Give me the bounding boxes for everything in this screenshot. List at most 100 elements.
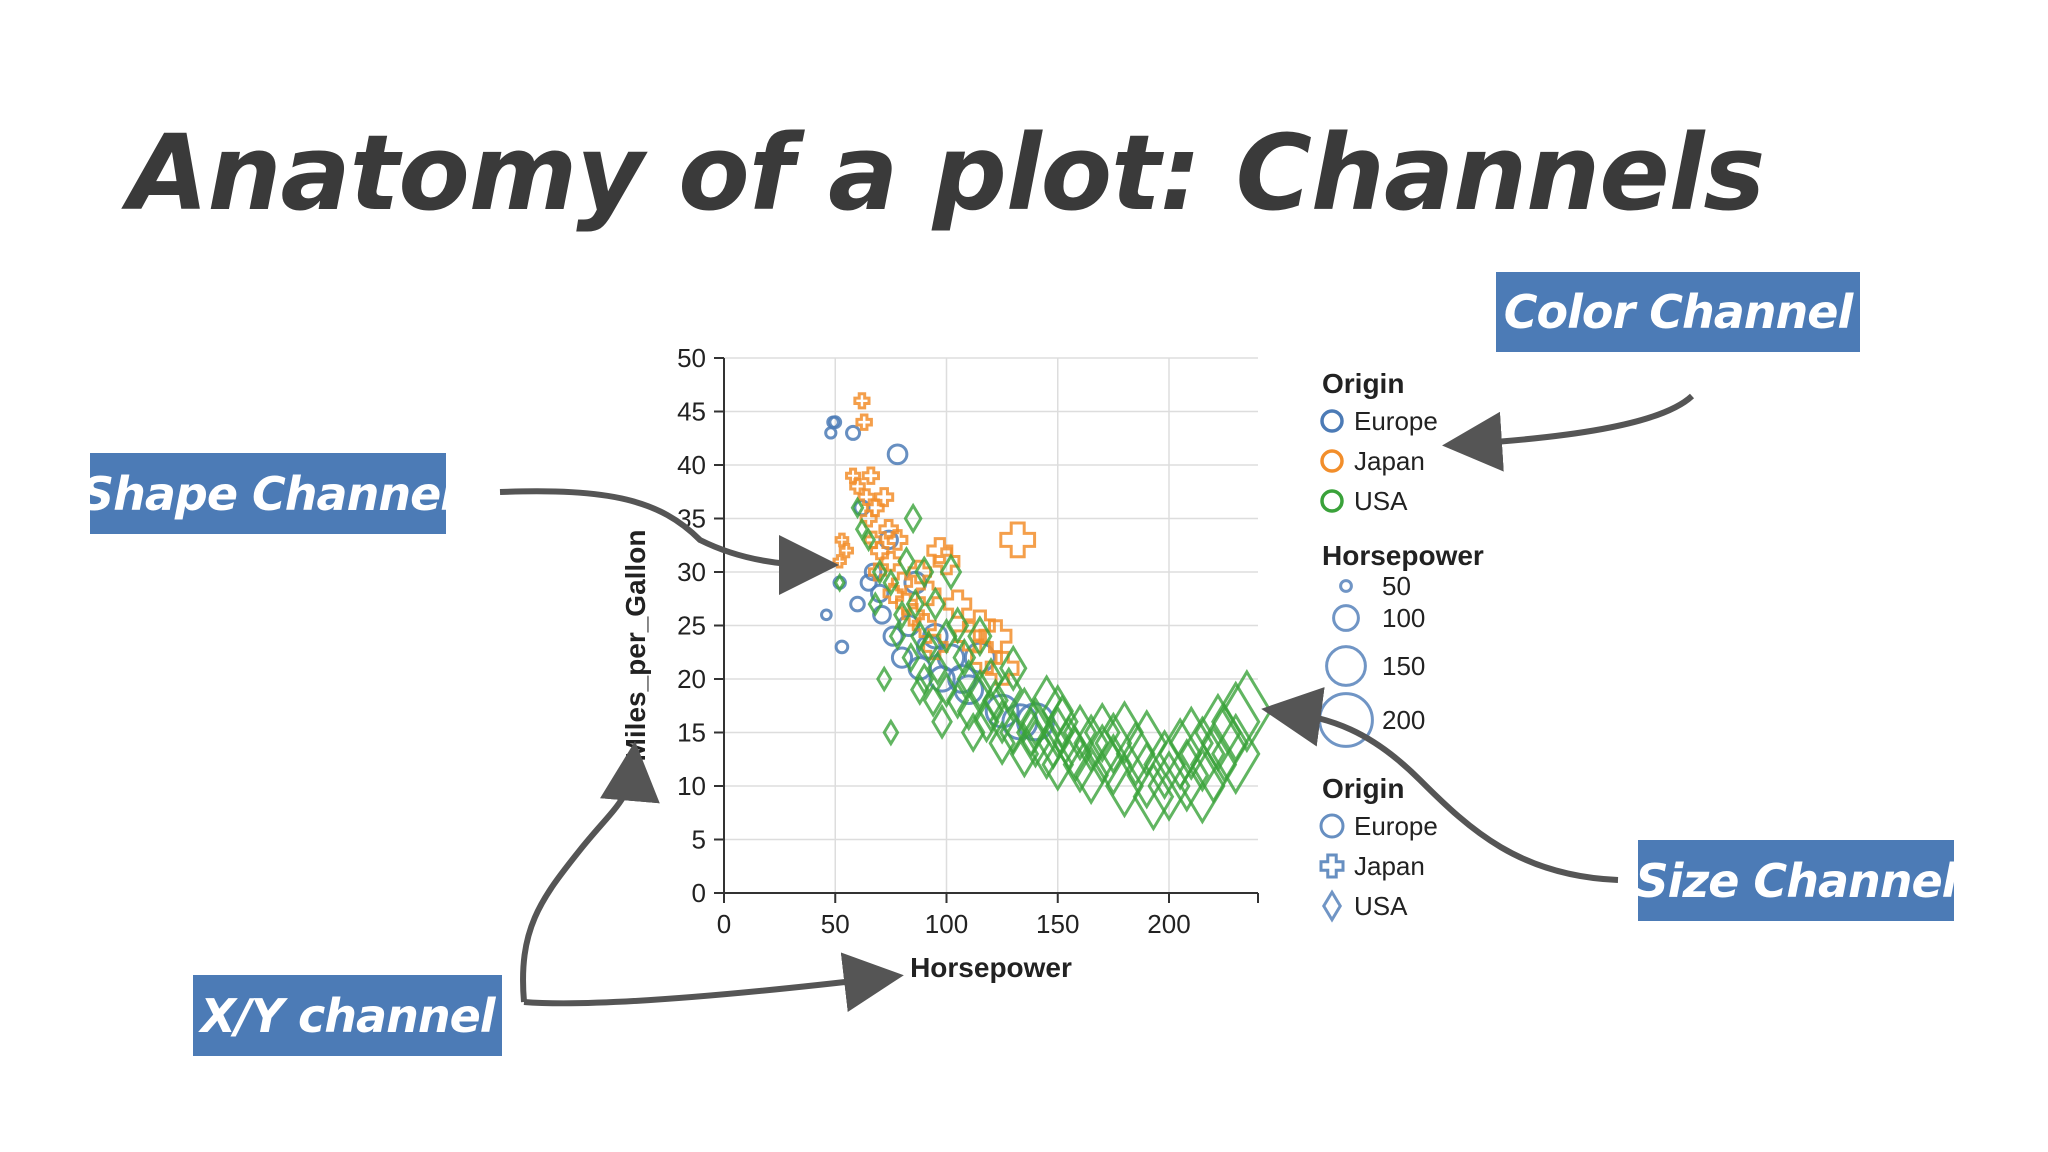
data-point-usa [1094, 711, 1133, 775]
y-tick-label: 50 [677, 343, 706, 373]
data-point-europe [828, 415, 843, 430]
shape-legend-label: USA [1354, 891, 1408, 921]
data-point-usa [946, 606, 970, 645]
color-legend-label: USA [1354, 486, 1408, 516]
slide-title: Anatomy of a plot: Channels [128, 112, 1765, 234]
data-point-japan [874, 487, 895, 508]
color-channel-arrow [1442, 393, 1695, 472]
x-axis-title: Horsepower [910, 952, 1072, 983]
shape-legend-swatch [1319, 853, 1345, 879]
data-point-usa [1179, 715, 1226, 793]
data-point-usa [871, 558, 888, 586]
data-point-usa [1168, 705, 1214, 781]
data-point-usa [876, 665, 893, 693]
plot-grid [723, 357, 1258, 894]
data-point-usa [893, 599, 911, 630]
series-usa [833, 496, 1273, 832]
color-legend-title: Origin [1322, 368, 1404, 399]
data-point-usa [935, 671, 958, 709]
data-point-usa [905, 588, 925, 621]
data-point-usa [901, 641, 921, 674]
data-point-europe [882, 625, 904, 647]
data-point-usa [850, 496, 865, 520]
data-point-usa [918, 629, 939, 664]
data-point-usa [946, 681, 970, 720]
x-tick-label: 50 [821, 909, 850, 939]
data-point-usa [931, 703, 953, 740]
shape-channel-arrow [499, 488, 839, 595]
data-point-usa [1016, 707, 1047, 758]
color-channel-callout: Color Channel [1496, 272, 1860, 352]
data-point-europe [890, 646, 914, 669]
color-legend-swatch [1320, 409, 1344, 433]
y-tick-label: 40 [677, 450, 706, 480]
data-point-usa [924, 586, 946, 622]
shape-legend-title: Origin [1322, 773, 1404, 804]
data-point-usa [903, 502, 923, 535]
y-tick-label: 10 [677, 771, 706, 801]
data-point-europe [845, 424, 862, 441]
data-point-usa [861, 527, 876, 553]
data-point-japan [861, 466, 880, 485]
data-point-europe [834, 639, 850, 655]
data-point-usa [952, 637, 977, 678]
data-point-usa [967, 615, 993, 658]
data-point-japan [984, 650, 1020, 686]
size-legend-swatch [1325, 645, 1367, 687]
data-point-japan [865, 498, 885, 518]
color-legend-label: Europe [1354, 406, 1438, 436]
data-point-japan [915, 580, 942, 607]
data-point-usa [977, 657, 1005, 701]
data-point-japan [880, 550, 902, 572]
xy-channel-arrow-y [520, 741, 660, 1003]
data-point-usa [960, 711, 986, 754]
shape-channel-callout: Shape Channel [81, 453, 456, 534]
data-point-europe [886, 443, 909, 466]
data-point-usa [956, 690, 981, 732]
data-point-usa [1105, 753, 1144, 819]
data-point-usa [999, 644, 1028, 692]
data-point-usa [910, 619, 930, 653]
data-point-usa [977, 689, 1005, 734]
size-legend-label: 200 [1382, 705, 1425, 735]
data-point-europe [849, 595, 866, 613]
data-point-japan [855, 413, 873, 431]
data-point-usa [1126, 741, 1168, 810]
shape-legend-swatch [1322, 889, 1342, 923]
data-point-usa [914, 662, 935, 696]
data-point-usa [914, 555, 935, 589]
y-axis-title: Miles_per_Gallon [620, 530, 651, 762]
data-point-usa [888, 621, 907, 651]
data-point-japan [999, 521, 1037, 559]
data-point-usa [1041, 737, 1075, 792]
annotation-arrows [499, 393, 1695, 1012]
color-legend-swatch [1320, 449, 1344, 473]
size-legend-title: Horsepower [1322, 540, 1484, 571]
size-legend-label: 100 [1382, 603, 1425, 633]
data-point-usa [926, 650, 949, 687]
x-tick-label: 0 [717, 909, 731, 939]
data-point-usa [1158, 717, 1203, 791]
data-point-japan [878, 518, 899, 540]
xy-channel-arrow-x [523, 952, 904, 1012]
color-legend-swatch [1320, 489, 1344, 513]
data-point-japan [853, 392, 871, 410]
data-point-europe [820, 608, 833, 622]
data-point-usa [1009, 729, 1040, 779]
data-point-usa [956, 658, 981, 700]
data-point-japan [890, 571, 914, 594]
size-legend-swatch [1332, 604, 1360, 632]
shape-legend-swatch [1319, 813, 1345, 839]
data-point-japan [943, 589, 973, 619]
data-point-usa [1045, 694, 1079, 750]
y-tick-label: 15 [677, 718, 706, 748]
data-point-usa [1179, 747, 1226, 825]
data-point-japan [926, 537, 954, 565]
data-point-usa [922, 683, 944, 718]
series-japan [832, 392, 1037, 686]
y-tick-label: 45 [677, 397, 706, 427]
xy-channel-callout: X/Y channel [193, 975, 502, 1056]
